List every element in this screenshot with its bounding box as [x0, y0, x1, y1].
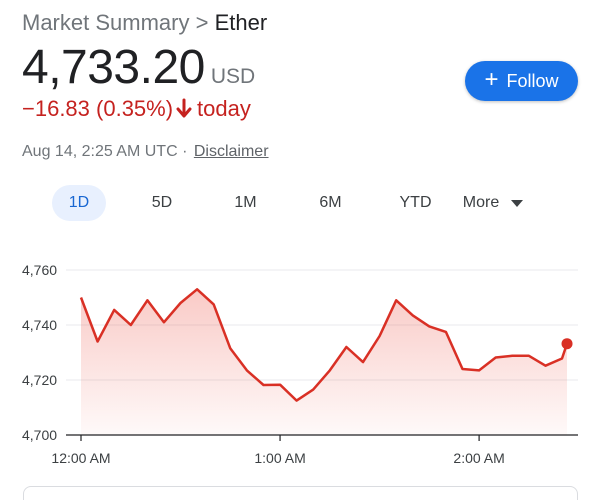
plus-icon: +: [484, 66, 499, 93]
arrow-down-icon: [175, 98, 193, 120]
change-period: today: [197, 96, 251, 121]
tab-1m[interactable]: 1M: [218, 185, 273, 221]
x-tick-label: 12:00 AM: [51, 450, 110, 466]
price-change: −16.83 (0.35%) today: [22, 96, 251, 122]
y-tick-label: 4,740: [22, 317, 57, 333]
tab-ytd-label: YTD: [399, 194, 432, 211]
x-axis-ticks: 12:00 AM 1:00 AM 2:00 AM: [51, 435, 505, 466]
price-chart[interactable]: 4,760 4,740 4,720 4,700 12:00 AM 1:00 AM 2:00…: [0, 250, 601, 480]
breadcrumb-separator: >: [189, 10, 215, 35]
caret-down-icon: [511, 199, 524, 207]
range-tabs: 1D 5D 1M 6M YTD More: [52, 185, 543, 221]
current-price-dot: [561, 338, 573, 350]
tab-1d-label: 1D: [68, 194, 90, 211]
follow-button-label: Follow: [506, 70, 559, 91]
tab-ytd[interactable]: YTD: [388, 185, 443, 221]
tab-5d[interactable]: 5D: [106, 185, 218, 221]
price-line: [79, 288, 569, 402]
tab-1m-label: 1M: [234, 194, 257, 211]
tab-more[interactable]: More: [443, 185, 543, 221]
breadcrumb-parent-link[interactable]: Market Summary: [22, 10, 190, 35]
y-tick-label: 4,760: [22, 262, 57, 278]
current-price: 4,733.20: [22, 41, 205, 94]
timestamp: Aug 14, 2:25 AM UTC: [22, 143, 178, 160]
tab-1d[interactable]: 1D: [52, 185, 106, 221]
change-value: −16.83 (0.35%): [22, 96, 174, 121]
y-tick-label: 4,700: [22, 427, 57, 443]
x-tick-label: 2:00 AM: [453, 450, 504, 466]
tab-6m-label: 6M: [319, 194, 342, 211]
quote-meta: Aug 14, 2:25 AM UTC · Disclaimer: [22, 143, 269, 161]
breadcrumb: Market Summary > Ether: [22, 10, 267, 36]
tab-6m[interactable]: 6M: [273, 185, 388, 221]
disclaimer-link[interactable]: Disclaimer: [193, 143, 269, 160]
price-display: 4,733.20 USD: [22, 40, 255, 95]
y-axis-ticks: 4,760 4,740 4,720 4,700: [22, 262, 57, 443]
x-tick-label: 1:00 AM: [254, 450, 305, 466]
currency-code: USD: [210, 65, 256, 88]
y-tick-label: 4,720: [22, 372, 57, 388]
breadcrumb-current: Ether: [214, 10, 268, 35]
follow-button[interactable]: + Follow: [465, 61, 578, 101]
meta-separator: ·: [177, 143, 192, 160]
tab-5d-label: 5D: [151, 194, 173, 211]
price-area: [81, 289, 567, 435]
bottom-card: [23, 486, 578, 500]
tab-more-label: More: [462, 194, 500, 211]
